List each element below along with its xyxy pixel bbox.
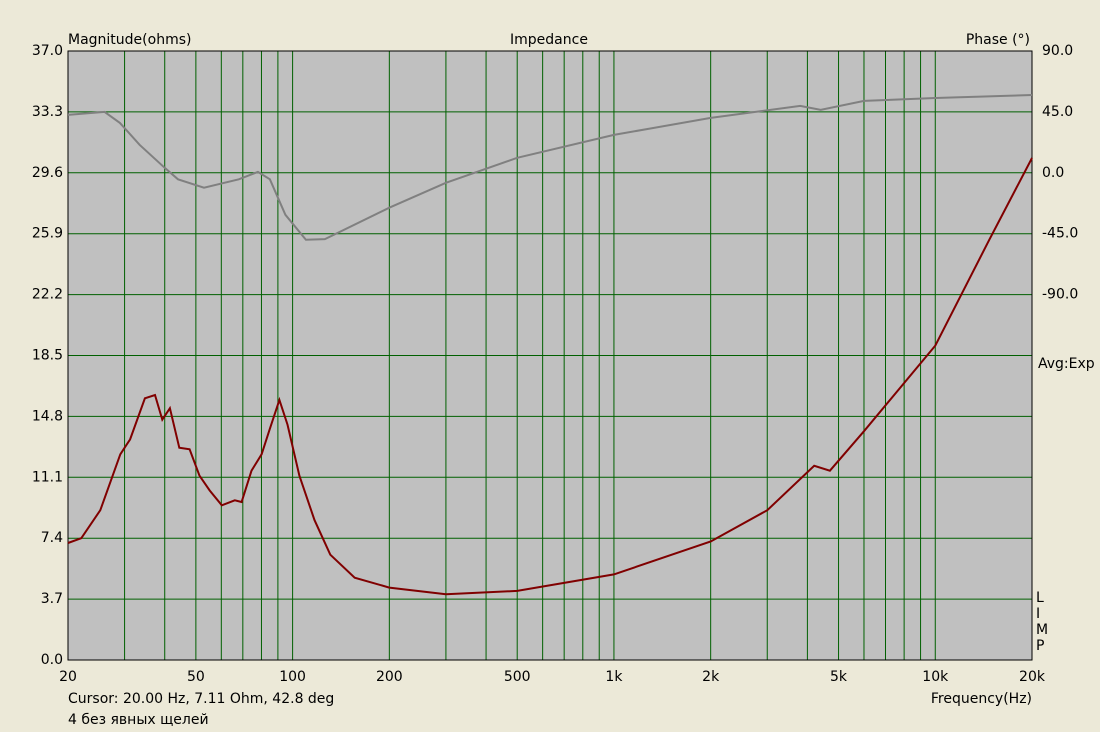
- x-tick-label: 100: [279, 669, 306, 685]
- y-tick-label: 33.3: [32, 104, 63, 120]
- x-tick-label: 10k: [922, 669, 949, 685]
- y-tick-label: 37.0: [32, 43, 63, 59]
- x-tick-label: 200: [376, 669, 403, 685]
- x-axis-title: Frequency(Hz): [931, 691, 1032, 707]
- y-tick-label: 29.6: [32, 165, 63, 181]
- y2-axis-title: Phase (°): [966, 32, 1030, 48]
- side-letter: P: [1036, 638, 1044, 654]
- averaging-label: Avg:Exp: [1038, 356, 1095, 372]
- series-line: [67, 157, 1033, 596]
- x-tick-label: 20k: [1019, 669, 1046, 685]
- side-letter: M: [1036, 622, 1048, 638]
- x-tick-label: 500: [504, 669, 531, 685]
- y-tick-label: 18.5: [32, 348, 63, 364]
- y-tick-label: 7.4: [41, 530, 63, 546]
- y-tick-label: 0.0: [41, 652, 63, 668]
- plot-border: [67, 50, 1033, 661]
- note: 4 без явных щелей: [68, 712, 209, 728]
- y-tick-label: 3.7: [41, 591, 63, 607]
- chart-title: Impedance: [510, 32, 588, 48]
- y2-tick-label: 45.0: [1042, 104, 1073, 120]
- x-tick-label: 50: [187, 669, 205, 685]
- y-tick-label: 22.2: [32, 287, 63, 303]
- y2-tick-label: 0.0: [1042, 165, 1064, 181]
- y-tick-label: 11.1: [32, 469, 63, 485]
- cursor-readout: Cursor: 20.00 Hz, 7.11 Ohm, 42.8 deg: [68, 691, 334, 707]
- side-letter: I: [1036, 606, 1040, 622]
- side-letter: L: [1036, 590, 1044, 606]
- x-tick-label: 1k: [605, 669, 623, 685]
- series-line: [67, 94, 1033, 241]
- y2-tick-label: 90.0: [1042, 43, 1073, 59]
- y2-tick-label: -90.0: [1042, 287, 1078, 303]
- x-tick-label: 5k: [830, 669, 848, 685]
- y-tick-label: 14.8: [32, 408, 63, 424]
- y2-tick-label: -45.0: [1042, 226, 1078, 242]
- y-tick-label: 25.9: [32, 226, 63, 242]
- x-tick-label: 2k: [702, 669, 720, 685]
- x-tick-label: 20: [59, 669, 77, 685]
- y-axis-title: Magnitude(ohms): [68, 32, 191, 48]
